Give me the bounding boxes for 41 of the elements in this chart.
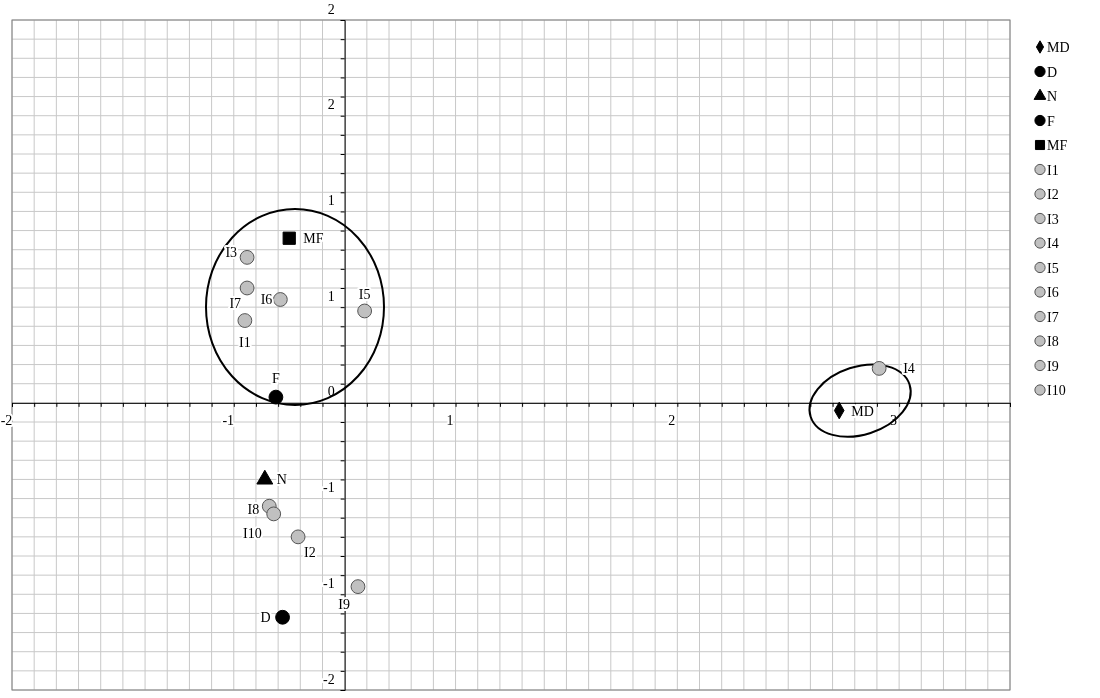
y-tick-label: 1 xyxy=(327,288,335,304)
legend-label: MD xyxy=(1047,40,1070,55)
legend-label: D xyxy=(1047,64,1058,80)
y-tick-label: 2 xyxy=(327,1,335,17)
text: I7 xyxy=(229,296,242,311)
legend-label: I6 xyxy=(1047,285,1059,300)
x-tick-label: -1 xyxy=(222,413,235,429)
y-tick-label: -1 xyxy=(322,480,335,496)
y-tick-label: 1 xyxy=(327,192,335,208)
text: D xyxy=(260,610,271,626)
text: N xyxy=(276,472,287,488)
text: MF xyxy=(303,231,324,247)
y-tick-label: 0 xyxy=(327,384,335,400)
legend-label: N xyxy=(1047,89,1058,104)
legend-label: I3 xyxy=(1047,211,1059,227)
legend-label: MF xyxy=(1047,138,1068,153)
y-tick-label: -2 xyxy=(322,671,335,687)
legend-label: I7 xyxy=(1047,309,1059,325)
text: I1 xyxy=(239,334,251,350)
x-tick-label: -2 xyxy=(0,413,13,429)
y-tick-label: 2 xyxy=(327,97,335,113)
text: I8 xyxy=(247,502,260,518)
legend-label: I10 xyxy=(1047,383,1066,398)
legend-label: I8 xyxy=(1047,334,1059,349)
text: I3 xyxy=(225,245,238,261)
legend-label: I5 xyxy=(1047,260,1059,276)
text: I5 xyxy=(358,286,371,302)
x-tick-label: 2 xyxy=(668,413,676,429)
x-tick-label: 1 xyxy=(446,413,454,429)
text: F xyxy=(272,371,280,387)
y-tick-label: -1 xyxy=(322,575,335,591)
legend-label: I4 xyxy=(1047,236,1059,251)
text: I4 xyxy=(903,361,915,377)
text: I6 xyxy=(260,292,273,308)
legend-label: I1 xyxy=(1047,162,1059,178)
text: I10 xyxy=(243,525,262,541)
text: I2 xyxy=(304,544,316,560)
legend-label: I2 xyxy=(1047,187,1059,202)
text: MD xyxy=(851,403,874,419)
legend-label: F xyxy=(1047,113,1055,129)
legend-label: I9 xyxy=(1047,358,1059,374)
